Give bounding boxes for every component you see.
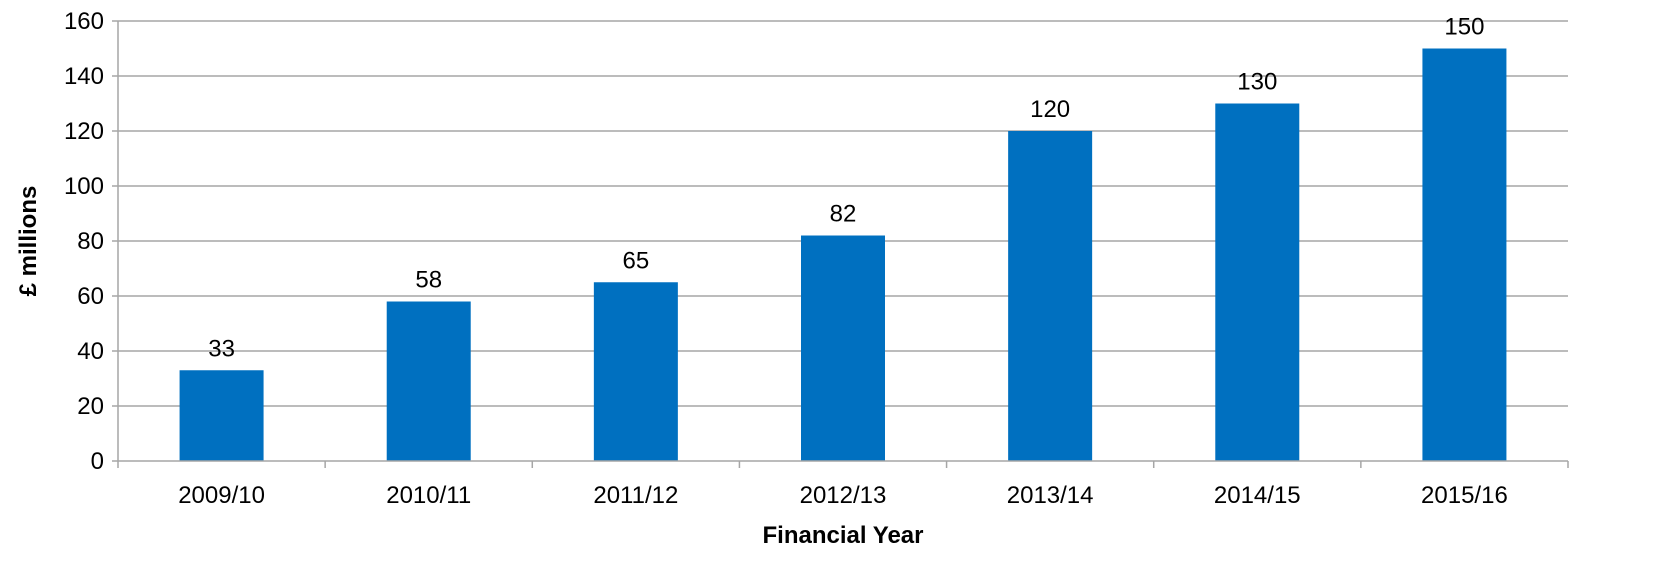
- bar: [179, 370, 264, 461]
- x-tick-label: 2013/14: [1007, 482, 1094, 509]
- y-tick-label: 0: [91, 448, 104, 475]
- bar: [386, 301, 471, 461]
- y-tick-label: 120: [64, 118, 104, 145]
- y-tick-labels: 0 20 40 60 80 100 120 140 160: [64, 8, 104, 475]
- x-tick-label: 2011/12: [593, 482, 678, 509]
- bar: [801, 235, 885, 461]
- y-tick-label: 40: [77, 338, 104, 365]
- data-label: 82: [830, 201, 857, 228]
- y-tick-label: 140: [64, 63, 104, 90]
- x-tick-label: 2012/13: [800, 482, 887, 509]
- y-tick-label: 160: [64, 8, 104, 35]
- y-tick-label: 60: [77, 283, 104, 310]
- data-label: 33: [208, 335, 235, 362]
- data-label: 58: [415, 267, 442, 294]
- data-label: 65: [623, 247, 650, 274]
- y-tick-label: 80: [77, 228, 104, 255]
- axes: [112, 20, 1569, 468]
- y-axis-title: £ millions: [15, 186, 42, 297]
- data-labels: 33 58 65 82 120 130 150: [208, 14, 1484, 363]
- bar: [593, 282, 678, 461]
- y-tick-label: 20: [77, 393, 104, 420]
- x-tick-label: 2010/11: [386, 482, 471, 509]
- x-tick-label: 2009/10: [178, 482, 265, 509]
- x-axis-title: Financial Year: [763, 522, 924, 549]
- x-tick-labels: 2009/10 2010/11 2011/12 2012/13 2013/14 2014/…: [178, 482, 1508, 509]
- bar: [1008, 131, 1093, 461]
- data-label: 130: [1237, 69, 1277, 96]
- bar: [1422, 48, 1507, 461]
- bar: [1215, 103, 1300, 461]
- y-tick-label: 100: [64, 173, 104, 200]
- bars: [179, 48, 1507, 461]
- data-label: 120: [1030, 96, 1070, 123]
- x-tick-label: 2015/16: [1421, 482, 1508, 509]
- data-label: 150: [1444, 14, 1484, 41]
- x-tick-label: 2014/15: [1214, 482, 1301, 509]
